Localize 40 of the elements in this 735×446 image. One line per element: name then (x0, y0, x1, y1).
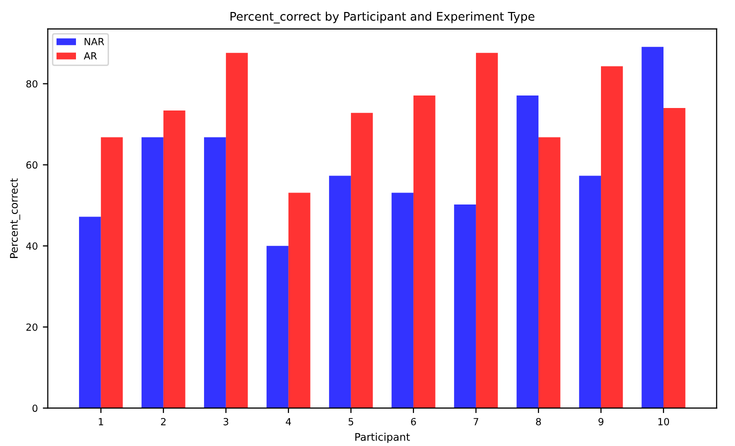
y-tick-label: 20 (26, 323, 38, 331)
y-tick-label: 80 (26, 80, 38, 88)
chart-title: Percent_correct by Participant and Experiment Type (230, 12, 534, 24)
y-tick-label: 0 (32, 404, 38, 412)
bar (454, 204, 476, 408)
bar (226, 52, 248, 408)
x-tick-label: 5 (348, 418, 354, 426)
x-tick-label: 1 (98, 418, 104, 426)
legend-label: NAR (84, 38, 104, 46)
bar (350, 112, 373, 408)
x-tick-label: 6 (411, 418, 416, 426)
bar (288, 192, 310, 408)
x-tick-label: 9 (598, 418, 604, 426)
bar (392, 192, 414, 408)
x-tick-label: 7 (474, 418, 478, 426)
bar (329, 176, 351, 408)
bar (538, 137, 560, 408)
bar (579, 176, 601, 408)
x-tick-label: 8 (536, 418, 541, 426)
x-axis-title: Participant (355, 432, 410, 443)
bar (663, 108, 686, 408)
bar (163, 110, 186, 408)
x-tick-label: 3 (224, 418, 228, 426)
bar (100, 137, 123, 408)
bar (266, 246, 288, 408)
bar (142, 137, 164, 408)
x-tick-label: 2 (161, 418, 166, 426)
bar (600, 66, 623, 408)
x-tick-label: 10 (658, 418, 670, 426)
bar (413, 95, 436, 408)
y-tick-label: 40 (26, 242, 38, 250)
legend-label: AR (84, 52, 97, 60)
bar (204, 137, 226, 408)
bar (642, 46, 664, 408)
x-tick-label: 4 (286, 418, 291, 426)
y-tick-label: 60 (26, 161, 38, 169)
bar (79, 216, 101, 408)
bar (476, 52, 498, 408)
y-axis-title: Percent_correct (10, 178, 20, 258)
bar (516, 95, 538, 408)
